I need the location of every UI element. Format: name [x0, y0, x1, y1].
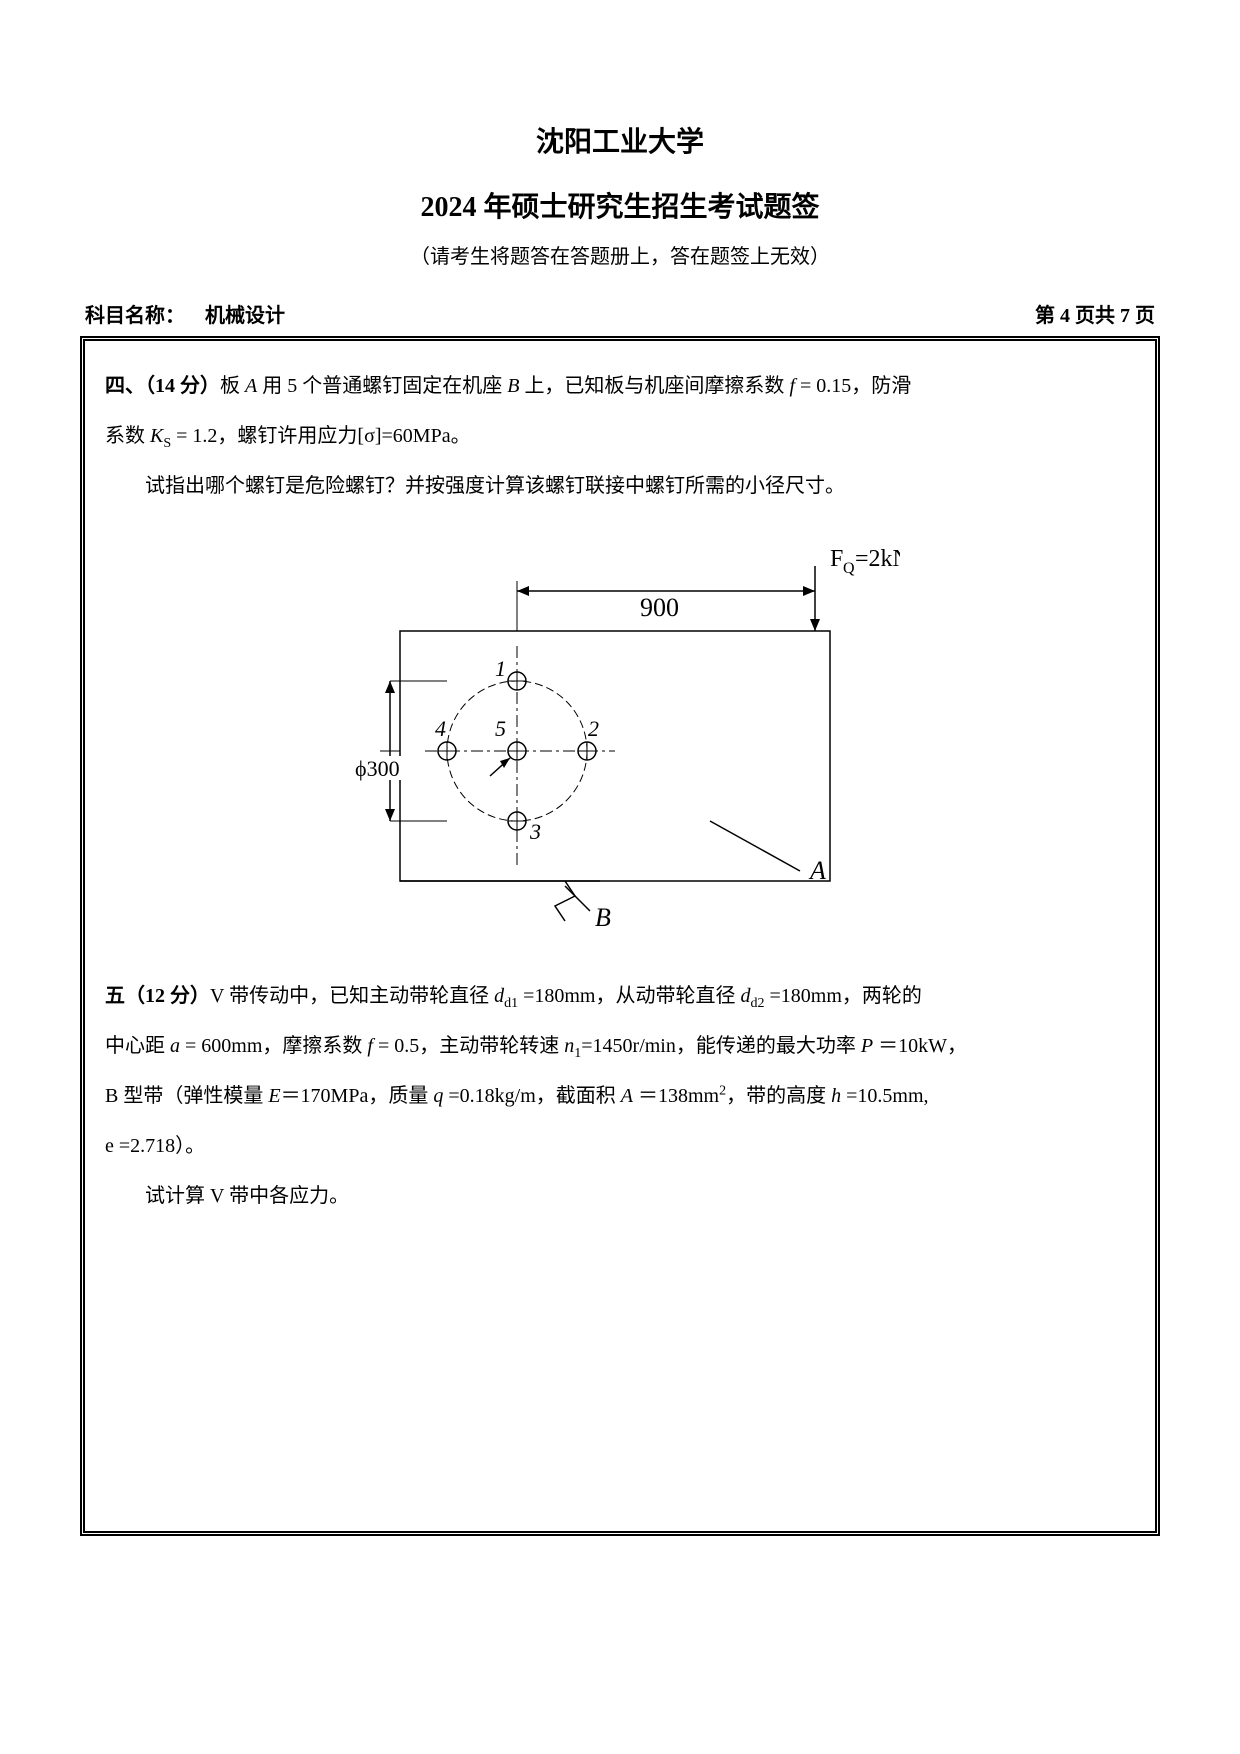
q5-var-dd1: d: [494, 985, 504, 1007]
q4-var-f: f: [789, 375, 800, 397]
subject-name: 机械设计: [205, 299, 285, 328]
q5-heading: 五（12 分）: [105, 985, 210, 1007]
q4-text-3: 试指出哪个螺钉是危险螺钉？并按强度计算该螺钉联接中螺钉所需的小径尺寸。: [105, 461, 845, 511]
q4-heading: 四、（14 分）: [105, 375, 220, 397]
q5-text-2e: ＝10kW，: [873, 1035, 967, 1057]
page-info: 第 4 页共 7 页: [1035, 299, 1155, 328]
q5-var-n1: n: [564, 1035, 574, 1057]
subject-row: 科目名称： 机械设计 第 4 页共 7 页: [80, 299, 1160, 328]
q5-sub-d1: d1: [504, 996, 518, 1011]
q5-text-3f: =10.5mm,: [841, 1085, 928, 1107]
q5-var-h: h: [831, 1085, 841, 1107]
q5-text-3a: B 型带（弹性模量: [105, 1085, 268, 1107]
q4-var-A: A: [245, 375, 257, 397]
q4-text-1b: 用 5 个普通螺钉固定在机座: [257, 375, 507, 397]
svg-text:Q: Q: [843, 560, 855, 577]
q5-var-q: q: [433, 1085, 443, 1107]
question-4: 四、（14 分）板 A 用 5 个普通螺钉固定在机座 B 上，已知板与机座间摩擦…: [105, 361, 1135, 511]
q4-text-2b: = 1.2，螺钉许用应力[σ]=60MPa。: [176, 425, 470, 447]
q5-text-1b: =180mm，从动带轮直径: [518, 985, 740, 1007]
svg-text:1: 1: [495, 656, 506, 681]
q5-text-2b: = 600mm，摩擦系数: [180, 1035, 367, 1057]
q4-text-1a: 板: [220, 375, 245, 397]
svg-text:A: A: [808, 856, 826, 885]
q5-var-a: a: [170, 1035, 180, 1057]
svg-text:ϕ300: ϕ300: [355, 756, 400, 781]
q5-var-dd2: d: [741, 985, 751, 1007]
q4-var-B: B: [507, 375, 519, 397]
svg-text:900: 900: [640, 593, 679, 622]
instruction: （请考生将题答在答题册上，答在题签上无效）: [80, 240, 1160, 269]
svg-text:=2kN: =2kN: [855, 546, 900, 572]
q5-var-A: A: [621, 1085, 633, 1107]
q5-text-2c: = 0.5，主动带轮转速: [373, 1035, 564, 1057]
q5-text-1a: V 带传动中，已知主动带轮直径: [210, 985, 494, 1007]
svg-text:5: 5: [495, 716, 506, 741]
q5-var-E: E: [268, 1085, 280, 1107]
svg-text:F: F: [830, 546, 843, 572]
q5-text-3c: =0.18kg/m，截面积: [443, 1085, 620, 1107]
svg-text:2: 2: [588, 716, 599, 741]
q5-text-4: e =2.718）。: [105, 1135, 205, 1157]
q5-text-2a: 中心距: [105, 1035, 170, 1057]
q4-var-Ks: K: [150, 425, 163, 447]
exam-title: 2024 年硕士研究生招生考试题签: [80, 185, 1160, 225]
svg-text:3: 3: [529, 819, 541, 844]
q4-text-1d: = 0.15，防滑: [800, 375, 911, 397]
q5-text-1c: =180mm，两轮的: [765, 985, 922, 1007]
content-frame: 四、（14 分）板 A 用 5 个普通螺钉固定在机座 B 上，已知板与机座间摩擦…: [80, 336, 1160, 1536]
svg-text:B: B: [595, 903, 611, 931]
subject-label: 科目名称：: [85, 299, 185, 328]
q5-text-2d: =1450r/min，能传递的最大功率: [581, 1035, 861, 1057]
q5-text-5: 试计算 V 带中各应力。: [105, 1171, 349, 1221]
q5-sub-d2: d2: [751, 996, 765, 1011]
q5-text-3e: ，带的高度: [726, 1085, 831, 1107]
q5-text-3d: ＝138mm: [633, 1085, 719, 1107]
q5-var-P: P: [861, 1035, 873, 1057]
q5-text-3b: ＝170MPa，质量: [281, 1085, 434, 1107]
q4-var-s: S: [163, 436, 171, 451]
q4-text-1c: 上，已知板与机座间摩擦系数: [519, 375, 789, 397]
svg-text:4: 4: [435, 716, 446, 741]
question-5: 五（12 分）V 带传动中，已知主动带轮直径 dd1 =180mm，从动带轮直径…: [105, 971, 1135, 1221]
q4-text-2a: 系数: [105, 425, 150, 447]
university-name: 沈阳工业大学: [80, 120, 1160, 160]
figure-q4: F Q =2kN 900 1: [105, 531, 1135, 931]
